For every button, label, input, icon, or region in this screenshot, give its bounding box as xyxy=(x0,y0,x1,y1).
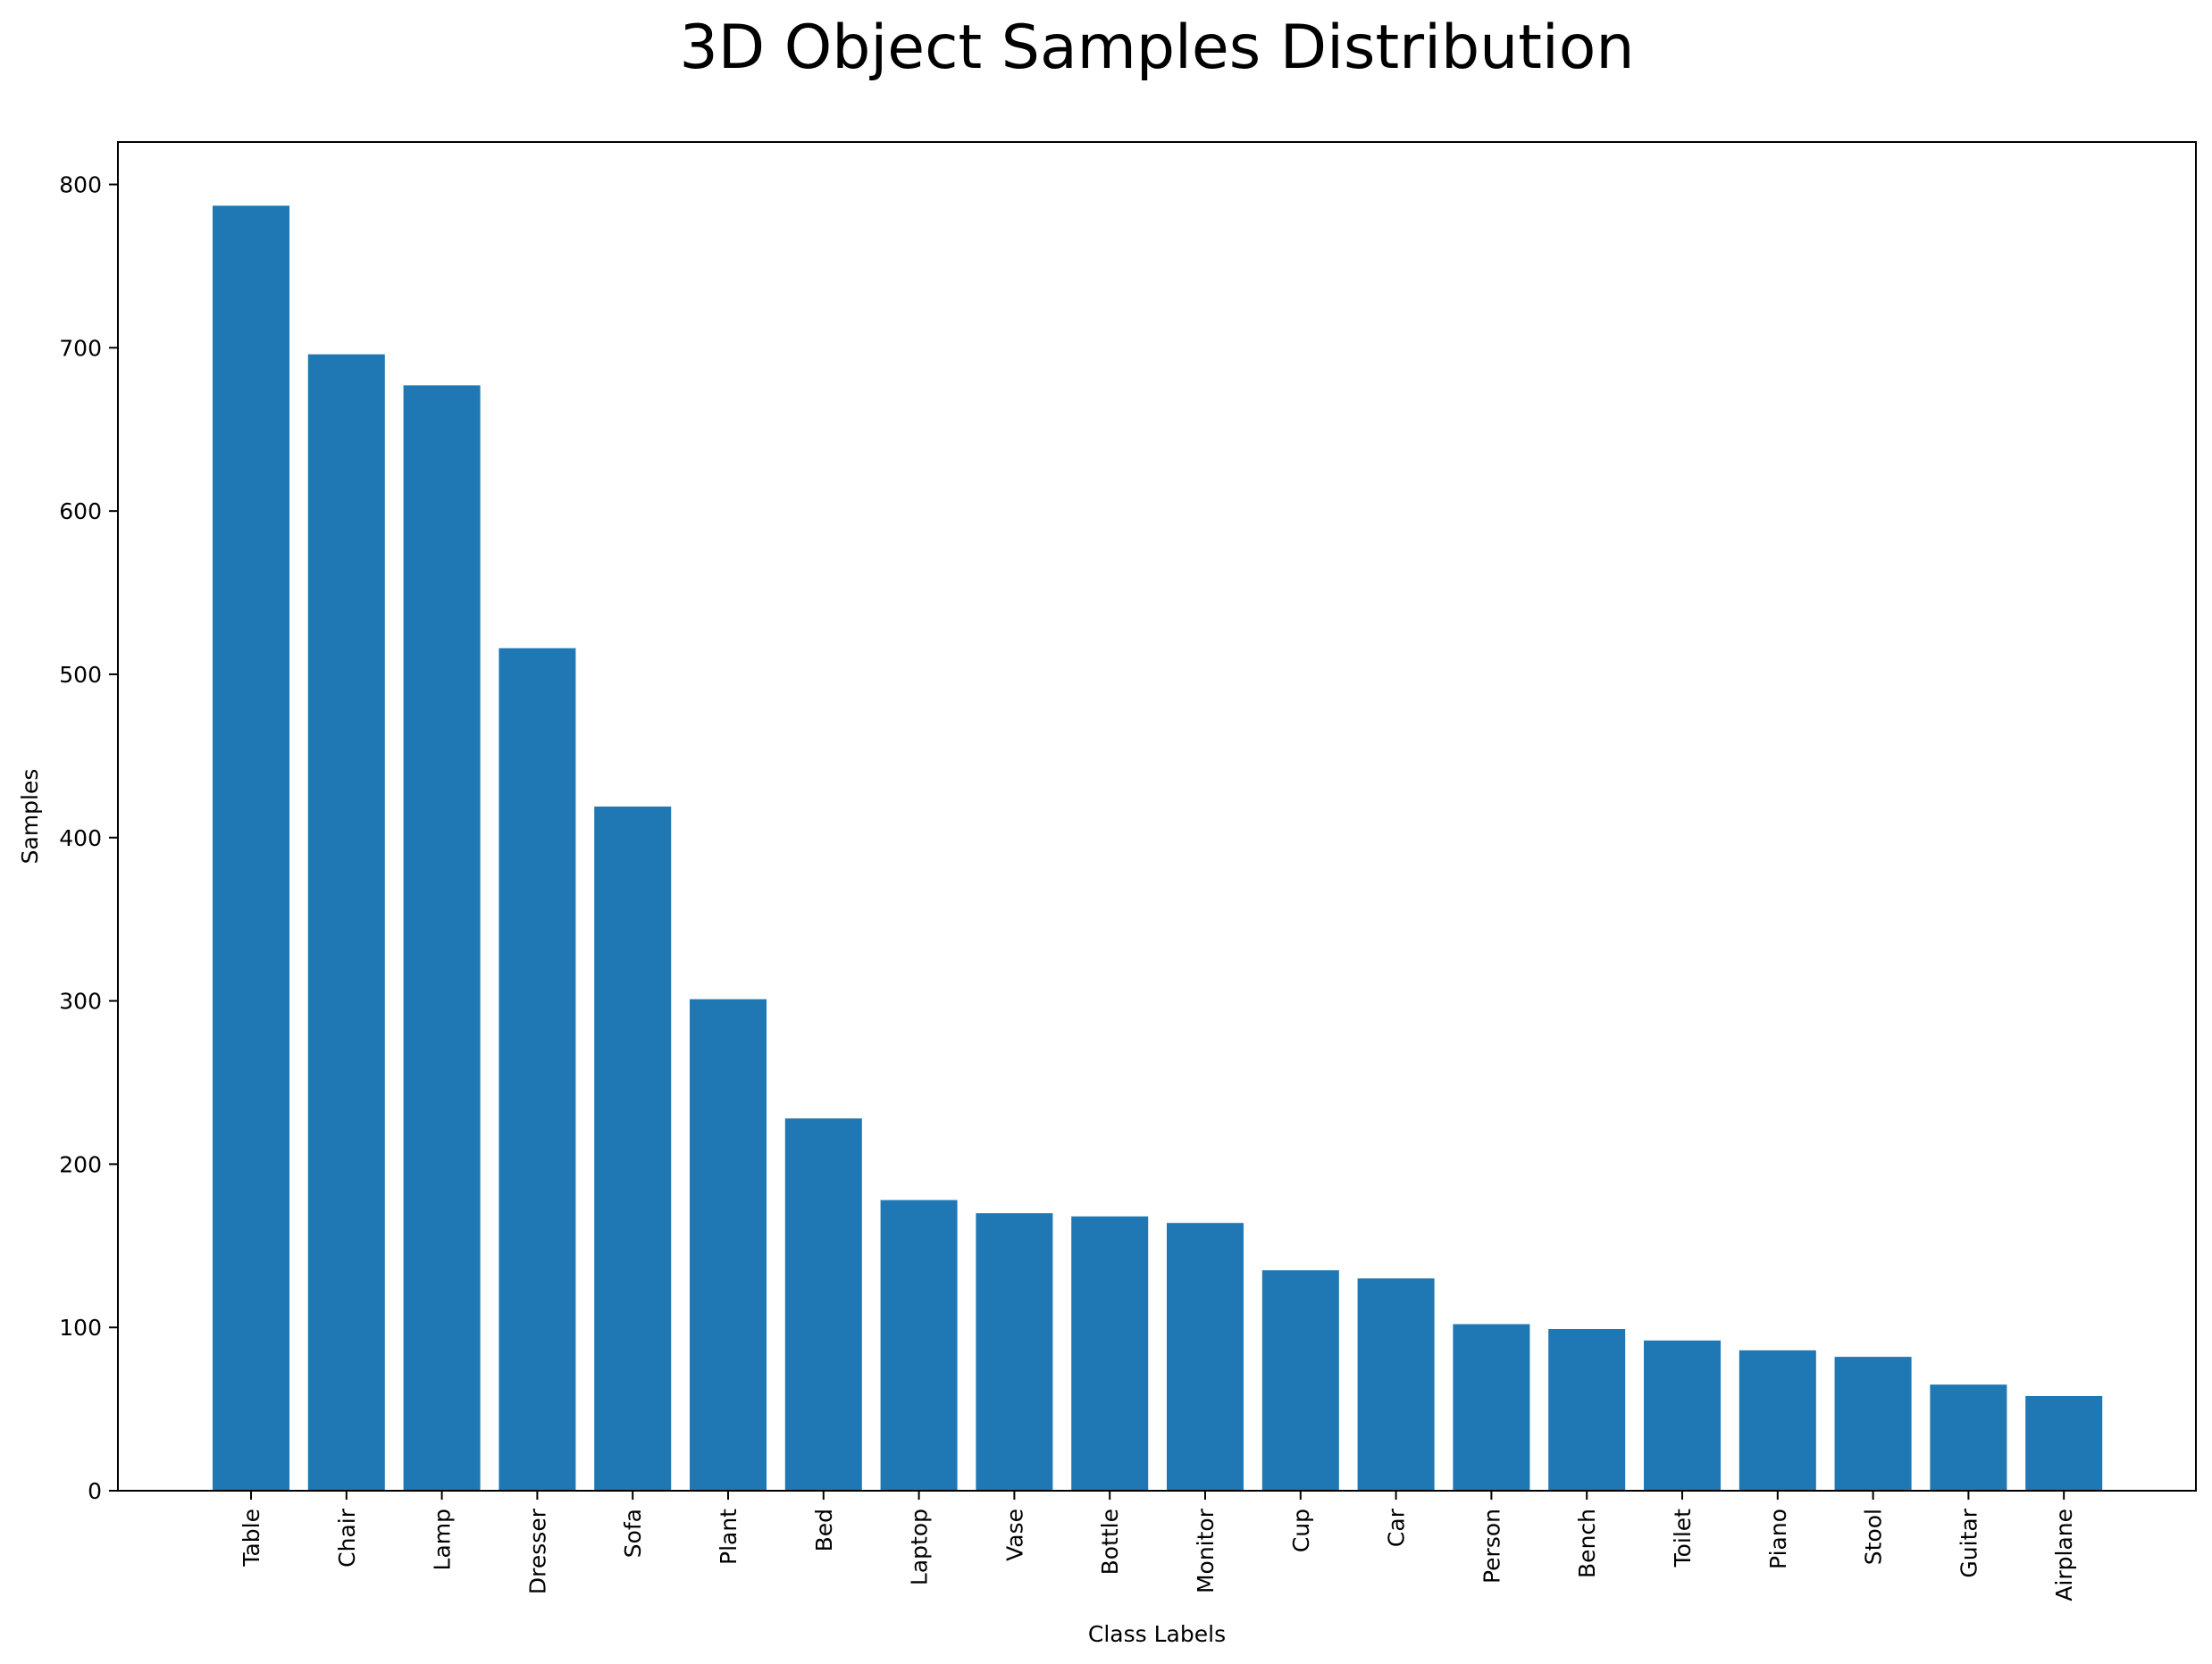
x-tick-label: Chair xyxy=(334,1508,360,1568)
x-axis-label: Class Labels xyxy=(1088,1621,1226,1647)
bar-bench xyxy=(1548,1329,1626,1491)
x-tick-label: Bench xyxy=(1574,1509,1600,1578)
y-tick-label: 100 xyxy=(59,1315,102,1341)
x-tick-label: Person xyxy=(1479,1509,1504,1584)
y-tick-label: 800 xyxy=(59,172,102,198)
x-tick-label: Dresser xyxy=(524,1508,550,1594)
y-tick-label: 300 xyxy=(59,989,102,1015)
x-tick-label: Toilet xyxy=(1670,1509,1696,1568)
y-tick-label: 600 xyxy=(59,498,102,524)
bar-car xyxy=(1357,1278,1435,1491)
x-axis: Table Chair Lamp Dresser Sofa Plant Bed Laptop V… xyxy=(239,1491,2077,1601)
bar-person xyxy=(1453,1324,1530,1491)
bar-vase xyxy=(976,1213,1053,1491)
bar-airplane xyxy=(2025,1396,2103,1491)
chart-title: 3D Object Samples Distribution xyxy=(679,13,1634,83)
x-tick-label: Piano xyxy=(1765,1509,1791,1569)
bar-dresser xyxy=(499,648,576,1491)
bar-laptop xyxy=(880,1200,958,1491)
bar-cup xyxy=(1261,1270,1339,1491)
x-tick-label: Guitar xyxy=(1956,1508,1982,1577)
y-tick-label: 400 xyxy=(59,825,102,851)
plot-frame xyxy=(117,141,2197,1492)
y-axis: 0 100 200 300 400 500 600 700 800 xyxy=(59,172,118,1504)
x-tick-label: Lamp xyxy=(430,1509,456,1570)
bar-plant xyxy=(690,999,767,1491)
x-tick-label: Vase xyxy=(1001,1509,1027,1561)
y-tick-label: 500 xyxy=(59,662,102,688)
x-tick-label: Bottle xyxy=(1097,1509,1123,1575)
bar-table xyxy=(213,205,289,1491)
x-tick-label: Airplane xyxy=(2051,1509,2077,1601)
bars-group xyxy=(213,205,2103,1492)
x-tick-label: Laptop xyxy=(907,1509,933,1585)
bar-sofa xyxy=(594,807,672,1491)
bar-monitor xyxy=(1167,1223,1244,1491)
x-tick-label: Bed xyxy=(811,1509,837,1551)
bar-stool xyxy=(1834,1357,1912,1491)
x-tick-label: Cup xyxy=(1288,1509,1314,1552)
y-axis-label: Samples xyxy=(17,769,43,865)
bar-piano xyxy=(1739,1350,1816,1491)
x-tick-label: Sofa xyxy=(620,1509,646,1558)
y-tick-label: 200 xyxy=(59,1151,102,1177)
bar-toilet xyxy=(1644,1340,1721,1491)
y-tick-label: 0 xyxy=(88,1478,102,1504)
x-tick-label: Monitor xyxy=(1193,1508,1219,1593)
bar-chair xyxy=(307,354,385,1492)
bar-bed xyxy=(784,1118,862,1491)
bar-guitar xyxy=(1930,1384,2007,1491)
bar-bottle xyxy=(1071,1216,1149,1491)
x-tick-label: Car xyxy=(1384,1508,1410,1547)
x-tick-label: Plant xyxy=(716,1509,742,1565)
x-tick-label: Table xyxy=(239,1509,264,1568)
x-tick-label: Stool xyxy=(1861,1509,1887,1565)
bar-lamp xyxy=(403,385,481,1491)
y-tick-label: 700 xyxy=(59,335,102,361)
